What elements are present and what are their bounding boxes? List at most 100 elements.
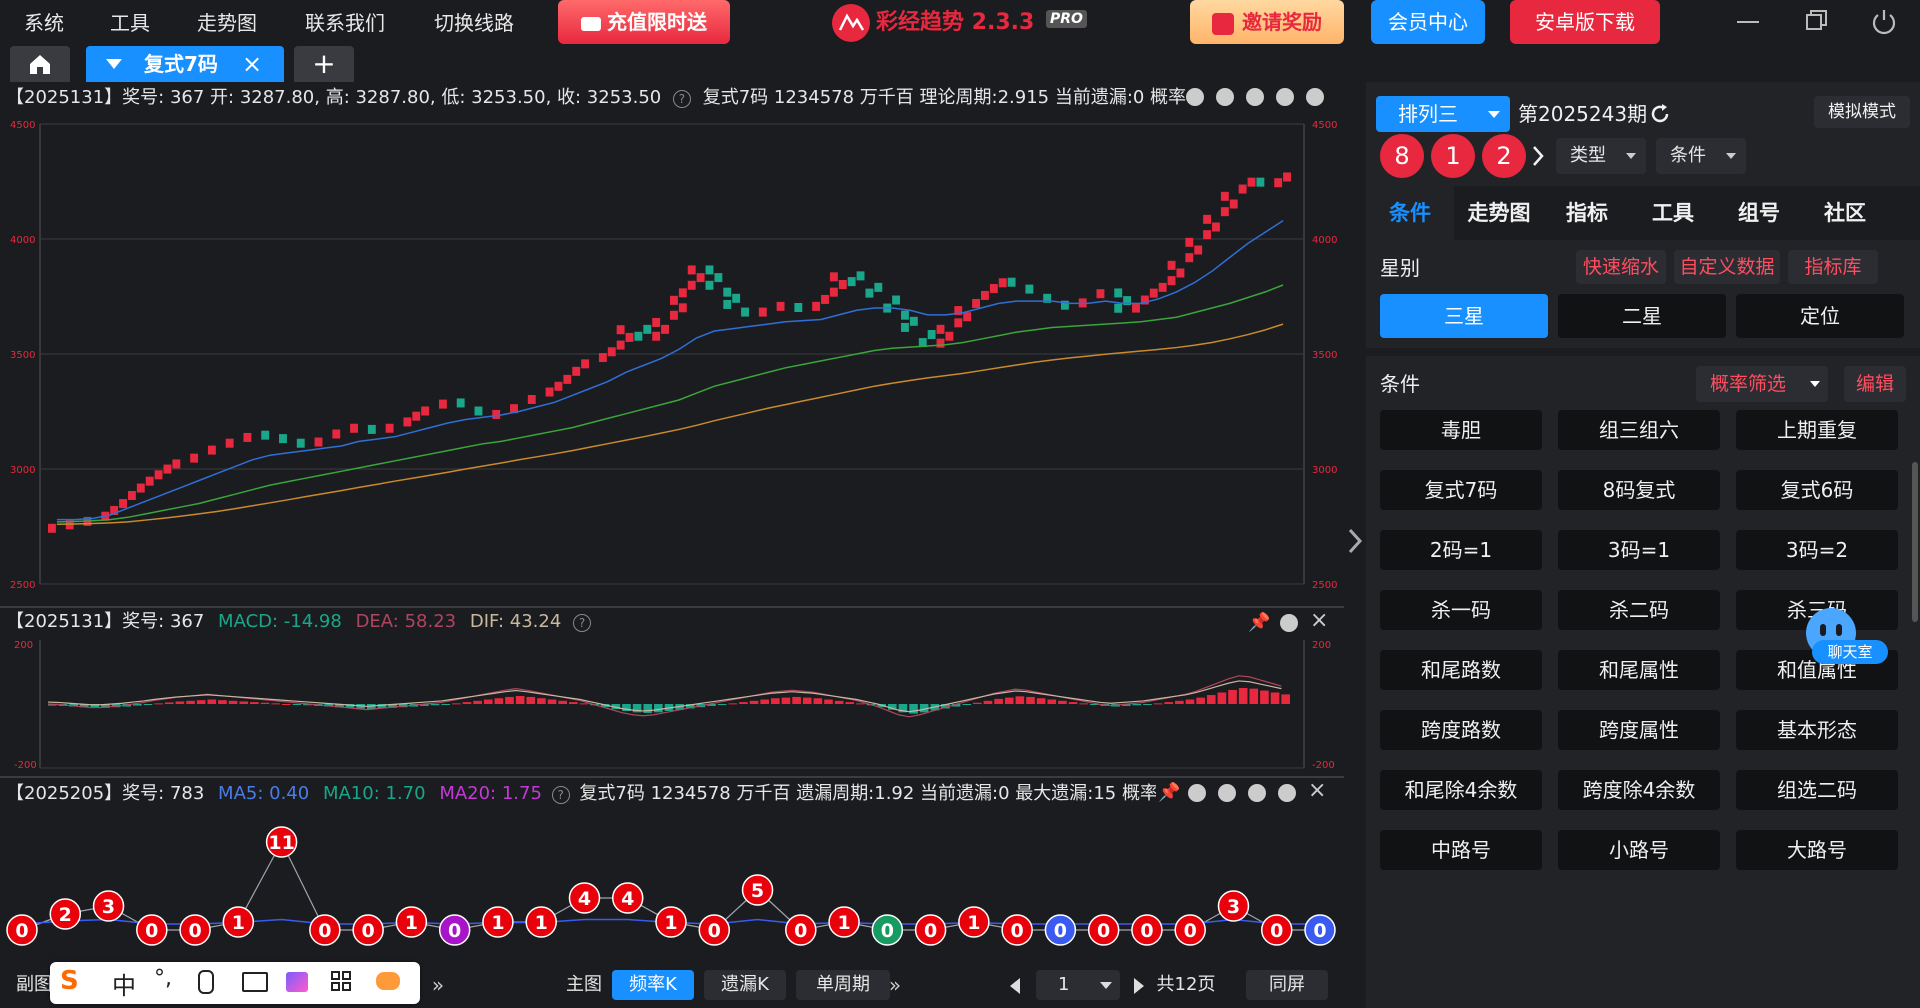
menu-tools[interactable]: 工具 xyxy=(110,11,150,35)
tab-tools[interactable]: 工具 xyxy=(1652,201,1694,225)
position-button[interactable]: 定位 xyxy=(1736,294,1904,338)
tab-group[interactable]: 组号 xyxy=(1738,201,1780,225)
same-screen-button[interactable]: 同屏 xyxy=(1246,970,1328,1000)
skin-icon[interactable] xyxy=(286,972,308,992)
condition-button[interactable]: 小路号 xyxy=(1558,830,1720,870)
tab-condition[interactable]: 条件 xyxy=(1366,186,1454,240)
help-icon[interactable]: ? xyxy=(573,614,592,632)
scrollbar[interactable] xyxy=(1912,462,1918,622)
condition-button[interactable]: 跨度属性 xyxy=(1558,710,1720,750)
condition-button[interactable]: 2码=1 xyxy=(1380,530,1542,570)
condition-button[interactable]: 大路号 xyxy=(1736,830,1898,870)
condition-button[interactable]: 8码复式 xyxy=(1558,470,1720,510)
condition-button[interactable]: 复式7码 xyxy=(1380,470,1542,510)
close-icon[interactable]: × xyxy=(1310,608,1329,633)
ime-lang[interactable]: 中 xyxy=(112,972,136,1000)
chat-room-button[interactable]: 聊天室 xyxy=(1812,640,1888,664)
quick-shrink-button[interactable]: 快速缩水 xyxy=(1576,250,1666,284)
condition-button[interactable]: 跨度路数 xyxy=(1380,710,1542,750)
up-icon[interactable] xyxy=(1218,784,1236,802)
menu-system[interactable]: 系统 xyxy=(24,11,64,35)
panel-splitter[interactable] xyxy=(1344,82,1366,1008)
condition-button[interactable]: 复式6码 xyxy=(1736,470,1898,510)
condition-button[interactable]: 和尾除4余数 xyxy=(1380,770,1542,810)
prob-filter-select[interactable]: 概率筛选 xyxy=(1696,366,1828,402)
sim-mode-button[interactable]: 模拟模式 xyxy=(1814,96,1910,128)
condition-button[interactable]: 组三组六 xyxy=(1558,410,1720,450)
star-three-button[interactable]: 三星 xyxy=(1380,294,1548,338)
condition-button[interactable]: 毒胆 xyxy=(1380,410,1542,450)
add-tab-button[interactable]: + xyxy=(294,46,354,82)
down-icon[interactable] xyxy=(1248,784,1266,802)
undo-icon[interactable] xyxy=(1216,88,1234,106)
type-select[interactable]: 类型 xyxy=(1556,138,1646,174)
menu-contact[interactable]: 联系我们 xyxy=(305,11,385,35)
restore-icon[interactable] xyxy=(1796,6,1836,40)
help-icon[interactable]: ? xyxy=(672,90,691,108)
sub-chart-label[interactable]: 副图 xyxy=(16,974,52,995)
condition-button[interactable]: 中路号 xyxy=(1380,830,1542,870)
candlestick-chart[interactable]: 2500 2500 3000 3000 3500 3500 4000 4000 4500 4500 xyxy=(0,114,1344,604)
sogou-logo-icon[interactable]: S xyxy=(60,966,79,996)
custom-data-button[interactable]: 自定义数据 xyxy=(1674,250,1780,284)
power-icon[interactable] xyxy=(1864,6,1904,40)
menu-switch-line[interactable]: 切换线路 xyxy=(434,11,514,35)
next-page-icon[interactable] xyxy=(1132,976,1146,996)
star-two-button[interactable]: 二星 xyxy=(1558,294,1726,338)
condition-button[interactable]: 跨度除4余数 xyxy=(1558,770,1720,810)
minimize-icon[interactable] xyxy=(1728,6,1768,40)
pin-icon[interactable]: 📌 xyxy=(1248,612,1271,633)
recharge-promo-button[interactable]: 充值限时送 xyxy=(558,0,730,44)
condition-button[interactable]: 杀一码 xyxy=(1380,590,1542,630)
condition-button[interactable]: 上期重复 xyxy=(1736,410,1898,450)
tab-trend[interactable]: 走势图 xyxy=(1467,201,1531,225)
settings-icon[interactable] xyxy=(1280,614,1298,632)
tab-dropdown-icon[interactable] xyxy=(106,59,122,69)
lottery-select[interactable]: 排列三 xyxy=(1376,96,1510,132)
invite-reward-button[interactable]: 邀请奖励 xyxy=(1190,0,1344,44)
grid-icon[interactable] xyxy=(330,970,352,992)
chevron-double-right-icon[interactable]: » xyxy=(431,973,445,997)
tab-close-icon[interactable]: × xyxy=(242,50,263,78)
mascot-icon[interactable] xyxy=(376,972,400,990)
freq-k-button[interactable]: 频率K xyxy=(612,970,694,1000)
condition-button[interactable]: 3码=2 xyxy=(1736,530,1898,570)
chevron-right-icon[interactable] xyxy=(1530,144,1546,168)
tab-community[interactable]: 社区 xyxy=(1824,201,1866,225)
undo-icon[interactable] xyxy=(1188,784,1206,802)
indicator-lib-button[interactable]: 指标库 xyxy=(1788,250,1878,284)
edit-icon[interactable] xyxy=(1186,88,1204,106)
condition-button[interactable]: 杀二码 xyxy=(1558,590,1720,630)
page-select[interactable]: 1 xyxy=(1036,970,1120,1000)
keyboard-icon[interactable] xyxy=(242,972,268,992)
macd-chart[interactable]: -200 -200 200 200 xyxy=(0,636,1344,776)
edit-button[interactable]: 编辑 xyxy=(1844,366,1906,402)
condition-button[interactable]: 和尾路数 xyxy=(1380,650,1542,690)
chevron-right-icon[interactable] xyxy=(1346,526,1364,556)
settings-icon[interactable] xyxy=(1278,784,1296,802)
tab-indicator[interactable]: 指标 xyxy=(1566,201,1608,225)
condition-button[interactable]: 3码=1 xyxy=(1558,530,1720,570)
main-chart-label[interactable]: 主图 xyxy=(566,974,602,995)
close-icon[interactable]: × xyxy=(1308,778,1327,803)
menu-trend[interactable]: 走势图 xyxy=(197,11,257,35)
pin-icon[interactable]: 📌 xyxy=(1158,782,1181,803)
android-download-button[interactable]: 安卓版下载 xyxy=(1510,0,1660,44)
condition-button[interactable]: 组选二码 xyxy=(1736,770,1898,810)
down-icon[interactable] xyxy=(1276,88,1294,106)
omit-k-button[interactable]: 遗漏K xyxy=(704,970,786,1000)
up-icon[interactable] xyxy=(1246,88,1264,106)
member-center-button[interactable]: 会员中心 xyxy=(1371,0,1485,44)
microphone-icon[interactable] xyxy=(198,970,214,994)
refresh-icon[interactable] xyxy=(1648,102,1672,126)
tab-fushi7[interactable]: 复式7码 × xyxy=(86,46,284,82)
help-icon[interactable]: ? xyxy=(551,786,570,804)
home-tab[interactable] xyxy=(10,46,70,82)
chevron-double-right-icon[interactable]: » xyxy=(888,973,902,997)
condition-button[interactable]: 基本形态 xyxy=(1736,710,1898,750)
single-period-button[interactable]: 单周期 xyxy=(796,970,890,1000)
prev-page-icon[interactable] xyxy=(1008,976,1022,996)
condition-select[interactable]: 条件 xyxy=(1656,138,1746,174)
condition-button[interactable]: 和尾属性 xyxy=(1558,650,1720,690)
